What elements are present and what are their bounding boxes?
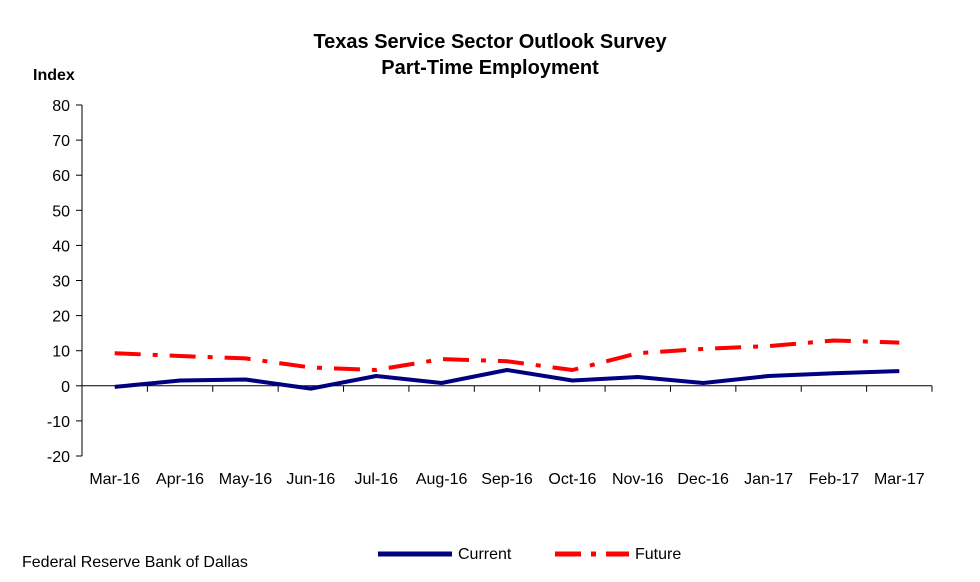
y-tick-label: 40: [52, 238, 70, 255]
y-tick-label: 60: [52, 168, 70, 185]
x-tick-label: Nov-16: [612, 471, 664, 488]
chart-subtitle: Part-Time Employment: [381, 57, 599, 79]
y-tick-label: 0: [61, 379, 70, 396]
y-axis-title: Index: [33, 67, 75, 84]
legend-current-label: Current: [458, 546, 512, 563]
x-tick-label: Apr-16: [156, 471, 204, 488]
y-tick-label: 10: [52, 344, 70, 361]
x-tick-label: Mar-17: [874, 471, 925, 488]
x-tick-label: Mar-16: [89, 471, 140, 488]
y-tick-label: 20: [52, 309, 70, 326]
y-tick-label: -20: [47, 449, 70, 466]
x-tick-label: Dec-16: [677, 471, 729, 488]
x-tick-label: Oct-16: [548, 471, 596, 488]
y-tick-label: 30: [52, 274, 70, 291]
y-tick-label: 80: [52, 98, 70, 115]
y-tick-label: 50: [52, 203, 70, 220]
x-tick-label: Jul-16: [354, 471, 398, 488]
chart-title: Texas Service Sector Outlook Survey: [313, 31, 667, 53]
plot-area: -20 -10 0 10 20 30 40 50 60 70 80 Mar-16 Apr-16 May-1…: [47, 98, 933, 488]
y-tick-label: 70: [52, 133, 70, 150]
y-tick-label: -10: [47, 414, 70, 431]
x-tick-label: Jan-17: [744, 471, 793, 488]
x-tick-label: Feb-17: [809, 471, 860, 488]
series-line-future: [114, 338, 900, 372]
series-line-current: [114, 368, 900, 391]
x-tick-label: Jun-16: [286, 471, 335, 488]
source-label: Federal Reserve Bank of Dallas: [22, 554, 248, 571]
x-tick-label: Sep-16: [481, 471, 533, 488]
x-tick-label: Aug-16: [416, 471, 468, 488]
x-tick-label: May-16: [219, 471, 272, 488]
legend: Current Future: [378, 546, 681, 563]
legend-future-label: Future: [635, 546, 681, 563]
